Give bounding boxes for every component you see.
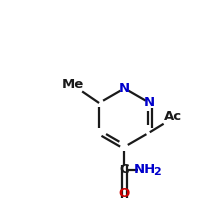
Text: N: N xyxy=(119,82,130,95)
Text: NH: NH xyxy=(133,163,156,176)
Text: N: N xyxy=(144,97,155,109)
Text: Ac: Ac xyxy=(164,110,182,123)
Text: 2: 2 xyxy=(153,167,161,177)
Text: Me: Me xyxy=(62,78,84,91)
Text: C: C xyxy=(120,163,129,176)
Text: O: O xyxy=(119,187,130,200)
